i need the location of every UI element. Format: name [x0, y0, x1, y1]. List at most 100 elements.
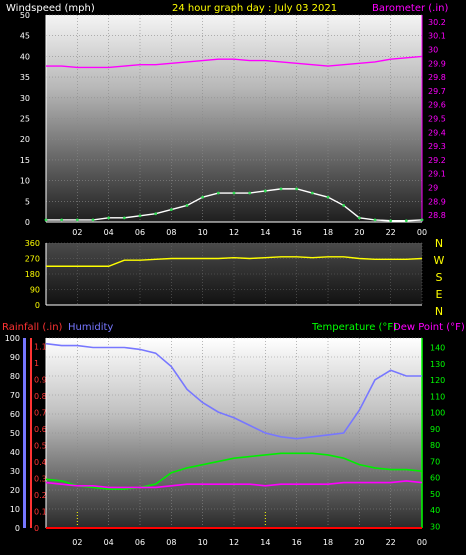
rain-tick-label: 0.5 — [34, 441, 47, 450]
barometer-tick-label: 29.8 — [428, 73, 446, 82]
dewpoint-line — [45, 480, 423, 489]
humidity-tick-label: 10 — [10, 505, 20, 514]
rain-tick-label: 0.4 — [34, 458, 47, 467]
x-tick-label: 16 — [292, 228, 302, 237]
rain-tick-label: 0.3 — [34, 474, 47, 483]
barometer-line — [46, 55, 423, 69]
windspeed-tick-label: 10 — [20, 177, 30, 186]
windspeed-point — [138, 214, 142, 218]
windspeed-point — [263, 189, 267, 193]
humidity-tick-label: 100 — [5, 334, 20, 343]
x-tick-label: 02 — [72, 228, 82, 237]
temperature-tick-label: 30 — [430, 522, 440, 531]
barometer-tick-label: 29.6 — [428, 101, 446, 110]
compass-label: W — [434, 254, 445, 267]
x-tick-label: 12 — [229, 228, 239, 237]
windspeed-tick-label: 40 — [20, 52, 30, 61]
barometer-tick-label: 29.4 — [428, 128, 446, 137]
barometer-tick-label: 29.2 — [428, 156, 446, 165]
rain-tick-label: 0.6 — [34, 425, 47, 434]
barometer-tick-label: 29 — [428, 184, 438, 193]
windspeed-tick-label: 50 — [20, 11, 30, 20]
windspeed-point — [169, 208, 173, 211]
temperature-tick-label: 130 — [430, 360, 445, 369]
barometer-tick-label: 29.3 — [428, 142, 446, 151]
direction-tick-label: 180 — [25, 270, 40, 279]
x-tick-label: 04 — [104, 228, 114, 237]
humidity-tick-label: 50 — [10, 429, 20, 438]
direction-tick-label: 90 — [30, 286, 40, 295]
panel-rain-humidity-temp: 02 04 06 08 10 12 14 16 18 20 22 000102030405060708… — [5, 334, 446, 547]
humidity-tick-label: 60 — [10, 410, 20, 419]
x-tick-label: 20 — [354, 228, 364, 237]
windspeed-tick-label: 25 — [20, 115, 30, 124]
x-tick-label: 22 — [386, 538, 396, 547]
x-tick-label: 16 — [292, 538, 302, 547]
humidity-tick-label: 70 — [10, 391, 20, 400]
panel-wind-barometer: 02 04 06 08 10 12 14 16 18 20 22 000510152025303540… — [20, 11, 446, 237]
rain-tick-label: 0.2 — [34, 491, 47, 500]
wind-direction-line — [46, 256, 423, 267]
rain-axis-bar — [30, 338, 32, 528]
temperature-tick-label: 60 — [430, 474, 440, 483]
barometer-axis-label: Barometer (.in) — [372, 3, 448, 14]
windspeed-point — [154, 212, 158, 216]
x-tick-label: 18 — [323, 538, 333, 547]
windspeed-tick-label: 45 — [20, 32, 30, 41]
windspeed-point — [185, 204, 189, 207]
temperature-tick-label: 120 — [430, 376, 445, 385]
humidity-tick-label: 40 — [10, 448, 20, 457]
temperature-tick-label: 110 — [430, 392, 445, 401]
x-tick-label: 04 — [104, 538, 114, 547]
rain-tick-label: 1.1 — [34, 342, 47, 351]
rainfall-axis-label: Rainfall (.in) — [2, 322, 63, 333]
humidity-line — [45, 342, 422, 440]
temperature-tick-label: 90 — [430, 425, 440, 434]
temperature-tick-label: 80 — [430, 441, 440, 450]
windspeed-point — [91, 218, 95, 222]
x-tick-label: 10 — [198, 538, 208, 547]
windspeed-point — [373, 218, 377, 222]
windspeed-point — [420, 218, 424, 222]
windspeed-tick-label: 0 — [25, 218, 30, 227]
temperature-axis-label: Temperature (°F) — [311, 322, 397, 333]
temperature-tick-label: 40 — [430, 506, 440, 515]
windspeed-tick-label: 20 — [20, 135, 30, 144]
barometer-tick-label: 29.5 — [428, 115, 446, 124]
compass-label: N — [435, 305, 443, 318]
x-tick-label: 14 — [260, 228, 270, 237]
windspeed-axis-label: Windspeed (mph) — [6, 3, 95, 14]
windspeed-point — [295, 187, 299, 191]
barometer-tick-label: 30.2 — [428, 18, 446, 27]
windspeed-point — [389, 219, 393, 223]
x-tick-label: 08 — [166, 228, 176, 237]
rain-tick-label: 0 — [34, 524, 39, 533]
compass-label: E — [436, 288, 443, 301]
barometer-tick-label: 30 — [428, 46, 438, 55]
x-tick-label: 06 — [135, 228, 145, 237]
windspeed-tick-label: 35 — [20, 73, 30, 82]
compass-label: N — [435, 237, 443, 250]
humidity-axis-label: Humidity — [68, 322, 113, 333]
x-tick-label: 14 — [260, 538, 270, 547]
x-tick-label: 10 — [198, 228, 208, 237]
rain-tick-label: 0.1 — [34, 507, 47, 516]
windspeed-point — [232, 191, 236, 195]
temperature-tick-label: 140 — [430, 344, 445, 353]
panel-wind-bg — [46, 15, 422, 222]
rain-tick-label: 1 — [34, 359, 39, 368]
windspeed-tick-label: 30 — [20, 94, 30, 103]
windspeed-point — [107, 216, 111, 220]
windspeed-point — [404, 219, 408, 223]
rain-tick-label: 0.9 — [34, 375, 47, 384]
windspeed-point — [201, 195, 205, 199]
panel-weather-bg — [46, 338, 422, 528]
x-tick-label: 22 — [386, 228, 396, 237]
windspeed-point — [310, 191, 314, 195]
x-tick-label: 12 — [229, 538, 239, 547]
direction-tick-label: 270 — [25, 255, 40, 264]
barometer-tick-label: 30.1 — [428, 32, 446, 41]
barometer-tick-label: 29.7 — [428, 87, 446, 96]
